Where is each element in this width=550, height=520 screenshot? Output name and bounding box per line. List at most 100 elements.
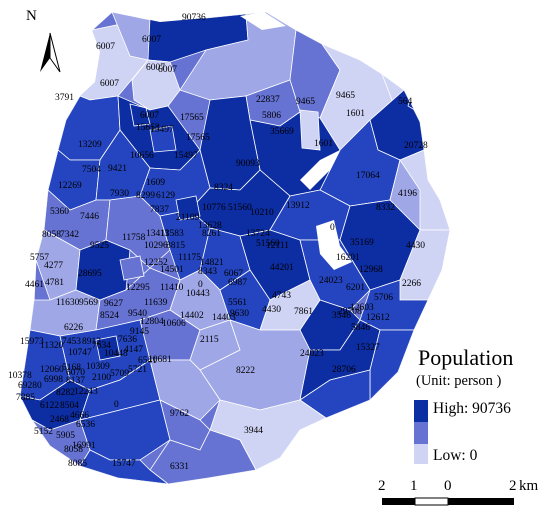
region-value-label: 564 <box>398 97 413 107</box>
region-value-label: 3791 <box>55 93 74 103</box>
region-value-label: 14403 <box>212 313 236 323</box>
region-value-label: 8137 <box>66 376 85 386</box>
region-value-label: 12111 <box>266 241 289 251</box>
region-value-label: 11639 <box>144 298 168 308</box>
region-value-label: 11758 <box>122 233 146 243</box>
region-value-label: 20728 <box>404 141 428 151</box>
legend-mid-swatch <box>414 422 428 444</box>
region-value-label: 13912 <box>286 201 310 211</box>
region-value-label: 11320 <box>40 341 64 351</box>
north-label: N <box>26 8 37 24</box>
scale-tick-2-right: 2 <box>509 478 517 494</box>
region-value-label: 8332 <box>376 203 395 213</box>
region-value-label: 6007 <box>100 79 119 89</box>
region-value-label: 4147 <box>124 345 143 355</box>
region-small-2 <box>149 125 177 153</box>
region-value-label: 15497 <box>174 151 198 161</box>
region-value-label: 13724 <box>246 229 270 239</box>
legend-high-swatch <box>414 400 428 422</box>
region-value-label: 6331 <box>170 462 189 472</box>
region-value-label: 10681 <box>148 355 172 365</box>
region-value-label: 4277 <box>44 261 63 271</box>
region-value-label: 35669 <box>270 127 294 137</box>
region-value-label: 12612 <box>366 313 390 323</box>
region-value-label: 13209 <box>78 140 102 150</box>
region-value-label: 35169 <box>350 238 374 248</box>
region-value-label: 5905 <box>56 431 75 441</box>
region-value-label: 1601 <box>314 139 333 149</box>
region-value-label: 12060 <box>40 365 64 375</box>
region-value-label: 69280 <box>18 381 42 391</box>
region-value-label: 8282 <box>56 388 75 398</box>
region-value-label: 8815 <box>166 241 185 251</box>
region-value-label: 8343 <box>198 267 217 277</box>
region-value-label: 7453 <box>62 337 81 347</box>
north-arrow <box>40 32 61 73</box>
region-value-label: 2115 <box>200 335 219 345</box>
region-value-label: 14402 <box>180 311 204 321</box>
region-value-label: 29708 <box>338 307 362 317</box>
region-value-label: 9762 <box>170 409 189 419</box>
region-value-label: 9421 <box>108 164 127 174</box>
region-value-label: 10378 <box>8 371 32 381</box>
region-small-5 <box>95 335 121 361</box>
region-value-label: 51560 <box>228 203 252 213</box>
region-value-label: 1609 <box>146 178 165 188</box>
region-value-label: 10656 <box>130 151 154 161</box>
region-value-label: 12252 <box>144 258 168 268</box>
region-value-label: 7930 <box>110 189 129 199</box>
region-value-label: 9630 <box>230 309 249 319</box>
region-value-label: 6007 <box>96 42 115 52</box>
region-value-label: 9627 <box>104 299 123 309</box>
region-value-label: 16201 <box>336 253 360 263</box>
region-value-label: 12804 <box>140 317 164 327</box>
region-value-label: 51560 <box>256 239 280 249</box>
region-value-label: 8058 <box>42 230 61 240</box>
region-value-label: 10210 <box>250 208 274 218</box>
region-value-label: 17565 <box>186 133 210 143</box>
region-value-label: 4430 <box>406 241 425 251</box>
region-value-label: 12269 <box>58 181 82 191</box>
region-value-label: 5561 <box>228 298 247 308</box>
region-value-label: 6998 <box>44 375 63 385</box>
scale-tick-2-left: 2 <box>378 478 386 494</box>
region-value-label: 15973 <box>20 337 44 347</box>
region-value-label: 16991 <box>72 441 96 451</box>
region-value-label: 2266 <box>402 279 421 289</box>
region-value-label: 12243 <box>74 387 98 397</box>
region-value-label: 6536 <box>76 420 95 430</box>
north-arrow-icon-half <box>49 32 61 73</box>
region-value-label: 9525 <box>90 241 109 251</box>
region-value-label: 7342 <box>60 230 79 240</box>
region-value-label: 90093 <box>236 159 260 169</box>
region-value-label: 8504 <box>60 401 79 411</box>
region-value-label: 4781 <box>45 278 64 288</box>
region-s-15747 <box>79 449 170 484</box>
region-value-label: 15653 <box>136 123 160 133</box>
region-value-label: 90736 <box>182 13 206 23</box>
region-value-label: 17565 <box>180 113 204 123</box>
region-value-label: 8524 <box>100 311 119 321</box>
water-bodies <box>240 12 352 270</box>
population-regions <box>20 12 450 484</box>
region-value-label: 6987 <box>228 278 247 288</box>
region-value-label: 10776 <box>202 203 226 213</box>
region-value-label: 24023 <box>300 349 324 359</box>
region-small-4 <box>119 255 145 281</box>
scale-bar <box>382 497 514 506</box>
legend-low-label: Low: 0 <box>433 447 478 464</box>
region-value-label: 4666 <box>70 411 89 421</box>
region-value-label: 12295 <box>126 283 150 293</box>
region-value-label: 8222 <box>236 366 255 376</box>
region-value-label: 5168 <box>62 363 81 373</box>
region-value-label: 8324 <box>214 183 233 193</box>
region-value-label: 8085 <box>68 459 87 469</box>
region-value-label: 15497 <box>150 125 174 135</box>
scale-bar-seg-2 <box>414 497 449 506</box>
scale-tick-0: 0 <box>444 478 452 494</box>
region-value-label: 17064 <box>356 171 380 181</box>
region-value-label: 7504 <box>82 165 101 175</box>
region-value-label: 7885 <box>16 393 35 403</box>
